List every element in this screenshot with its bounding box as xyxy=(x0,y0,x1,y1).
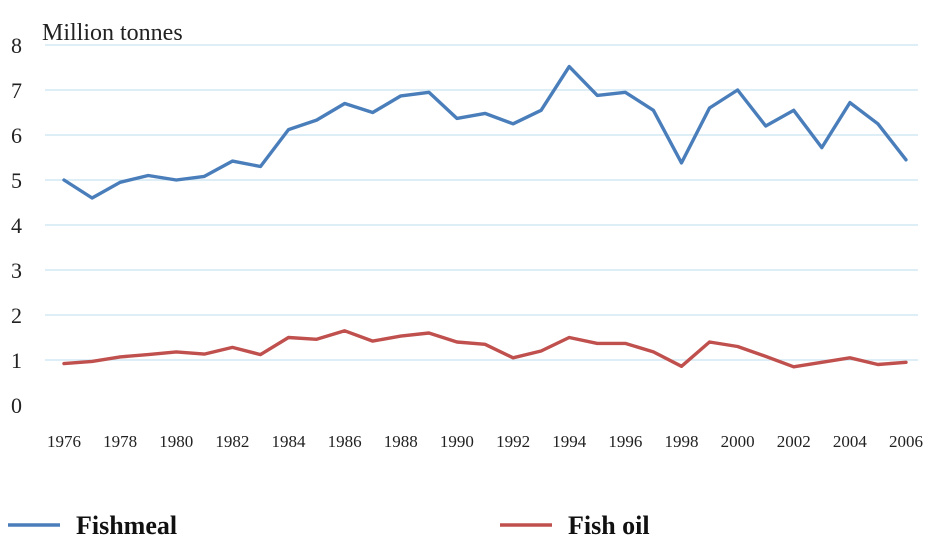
x-tick-label: 2002 xyxy=(777,432,811,451)
series-line-fishmeal xyxy=(62,64,908,200)
y-tick-label: 3 xyxy=(11,258,22,283)
x-tick-label: 1990 xyxy=(440,432,474,451)
series-lines xyxy=(62,64,908,369)
series-line-fish-oil xyxy=(62,329,908,369)
x-tick-label: 2000 xyxy=(721,432,755,451)
y-tick-label: 8 xyxy=(11,33,22,58)
x-tick-label: 1988 xyxy=(384,432,418,451)
y-tick-label: 6 xyxy=(11,123,22,148)
x-tick-label: 1986 xyxy=(328,432,362,451)
x-tick-label: 1982 xyxy=(215,432,249,451)
y-tick-label: 0 xyxy=(11,393,22,418)
x-tick-label: 2006 xyxy=(889,432,923,451)
y-tick-label: 2 xyxy=(11,303,22,328)
legend-label-fish-oil: Fish oil xyxy=(568,511,650,540)
x-tick-label: 1998 xyxy=(664,432,698,451)
y-tick-label: 1 xyxy=(11,348,22,373)
y-axis-unit-label: Million tonnes xyxy=(42,20,183,46)
x-tick-label: 1976 xyxy=(47,432,81,451)
y-tick-label: 7 xyxy=(11,78,22,103)
x-tick-label: 1996 xyxy=(608,432,642,451)
x-tick-label: 1984 xyxy=(272,432,307,451)
x-tick-label: 1980 xyxy=(159,432,193,451)
y-tick-label: 5 xyxy=(11,168,22,193)
x-tick-label: 2004 xyxy=(833,432,868,451)
x-tick-label: 1994 xyxy=(552,432,587,451)
x-axis: 1976 1978 1980 1982 1984 1986 1988 1990 1992 1994… xyxy=(47,432,923,451)
y-axis: 0 1 2 3 4 5 6 7 8 xyxy=(11,33,22,418)
x-tick-label: 1978 xyxy=(103,432,137,451)
legend: Fishmeal Fish oil xyxy=(8,511,650,540)
y-tick-label: 4 xyxy=(11,213,22,238)
legend-label-fishmeal: Fishmeal xyxy=(76,511,177,540)
x-tick-label: 1992 xyxy=(496,432,530,451)
gridlines xyxy=(45,44,918,361)
